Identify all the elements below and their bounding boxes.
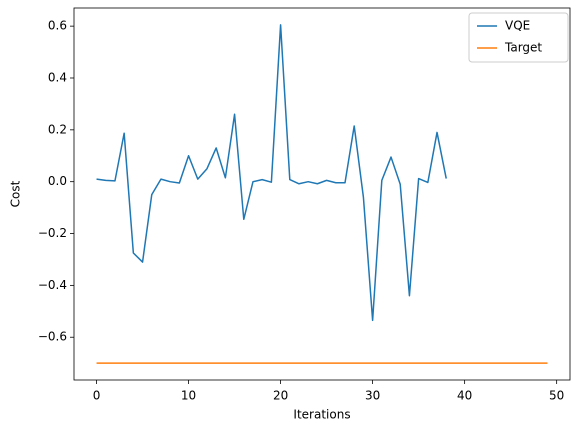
y-axis-label: Cost bbox=[9, 180, 23, 207]
y-tick-label: 0.4 bbox=[48, 70, 67, 84]
y-tick-label: 0.0 bbox=[48, 174, 67, 188]
y-tick-label: 0.2 bbox=[48, 122, 67, 136]
x-tick-label: 30 bbox=[365, 389, 380, 403]
y-tick-label: −0.6 bbox=[38, 330, 67, 344]
y-tick-label: −0.4 bbox=[38, 278, 67, 292]
legend-label: Target bbox=[504, 41, 542, 55]
x-tick-label: 40 bbox=[457, 389, 472, 403]
data-line bbox=[96, 24, 447, 322]
legend-label: VQE bbox=[505, 19, 530, 33]
x-tick-label: 50 bbox=[549, 389, 564, 403]
x-tick-label: 0 bbox=[93, 389, 101, 403]
x-axis-label: Iterations bbox=[293, 408, 350, 422]
y-tick-label: 0.6 bbox=[48, 19, 67, 33]
x-tick-label: 20 bbox=[273, 389, 288, 403]
plot-frame bbox=[73, 7, 571, 381]
y-tick-label: −0.2 bbox=[38, 226, 67, 240]
x-tick-label: 10 bbox=[181, 389, 196, 403]
